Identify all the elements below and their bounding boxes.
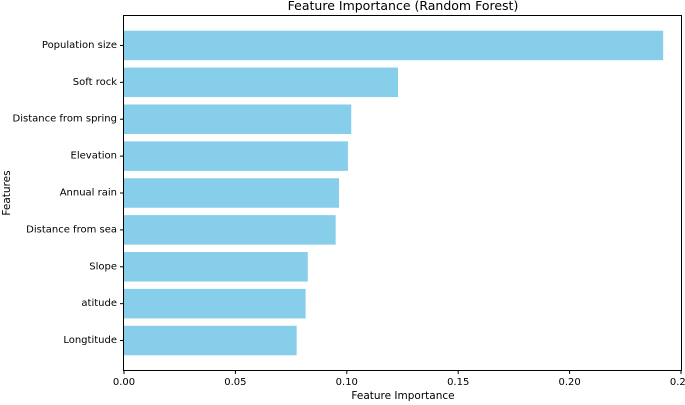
chart-title: Feature Importance (Random Forest) bbox=[288, 0, 519, 13]
bar bbox=[124, 67, 399, 98]
x-tick-label: 0.25 bbox=[670, 377, 685, 388]
x-tick-label: 0.10 bbox=[336, 377, 358, 388]
plot-area: Population size Soft rock Distance from sp… bbox=[13, 15, 685, 388]
bar bbox=[124, 215, 336, 245]
y-tick-label: Distance from sea bbox=[26, 224, 117, 235]
x-tick-label: 0.05 bbox=[224, 377, 246, 388]
y-tick-label: atitude bbox=[81, 298, 117, 309]
bar bbox=[124, 104, 352, 134]
bar bbox=[124, 325, 297, 356]
x-axis-label: Feature Importance bbox=[351, 390, 454, 402]
y-tick-label: Population size bbox=[42, 40, 117, 51]
y-tick-label: Distance from spring bbox=[13, 114, 118, 125]
bars-group bbox=[124, 30, 664, 356]
x-tick-label: 0.20 bbox=[558, 377, 580, 388]
y-axis-label: Features bbox=[1, 170, 13, 215]
bar bbox=[124, 141, 348, 171]
bar bbox=[124, 288, 306, 319]
y-tick-label: Elevation bbox=[71, 151, 117, 162]
bar bbox=[124, 30, 664, 61]
y-tick-label: Soft rock bbox=[73, 77, 117, 88]
x-tick-label: 0.00 bbox=[113, 377, 135, 388]
x-tick-label: 0.15 bbox=[447, 377, 469, 388]
y-tick-label: Slope bbox=[89, 261, 117, 272]
bar bbox=[124, 178, 340, 208]
y-tick-label: Annual rain bbox=[60, 188, 117, 199]
x-axis-ticks: 0.00 0.05 0.10 0.15 0.20 0.25 bbox=[113, 370, 685, 388]
y-tick-label: Longtitude bbox=[63, 335, 117, 346]
bar bbox=[124, 252, 308, 282]
y-axis-ticks: Population size Soft rock Distance from sp… bbox=[13, 40, 124, 346]
